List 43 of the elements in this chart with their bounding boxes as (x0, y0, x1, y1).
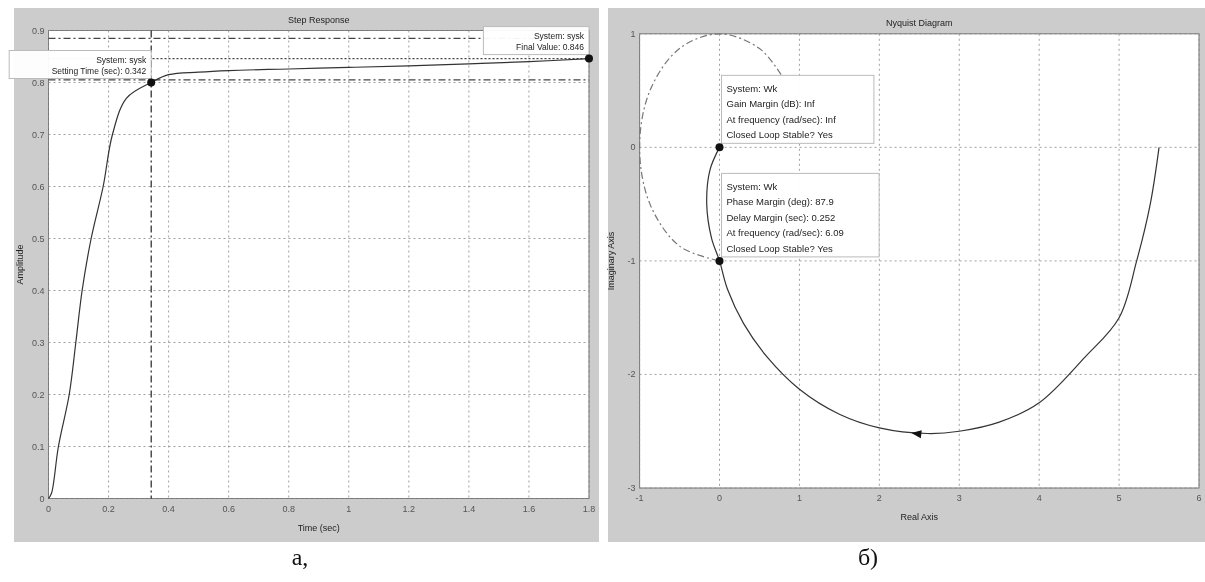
annotation: System: sysk Setting Time (sec): 0.342 (51, 54, 147, 76)
x-axis-title: Time (sec) (297, 522, 340, 533)
x-tick-label: 1.8 (582, 503, 596, 514)
x-tick-label: 1 (346, 503, 352, 514)
y-tick-label: 0 (630, 142, 636, 153)
chart-title: Step Response (287, 14, 350, 25)
x-tick-label: 0.6 (222, 503, 235, 514)
x-tick-label: 1.6 (522, 503, 536, 514)
x-tick-label: 2 (876, 493, 882, 503)
x-axis-title: Real Axis (900, 512, 939, 522)
x-tick-label: 0 (717, 493, 723, 503)
x-tick-label: 1 (796, 493, 802, 503)
x-tick-label: 0.2 (102, 503, 115, 514)
x-tick-label: 0.8 (282, 503, 295, 514)
annotation: System: Wk Phase Margin (deg): 87.9 Delay Margin (sec): 0.252 At frequency (rad/sec): 6.09 Closed Loop Stable? Yes (726, 180, 844, 254)
annotation: System: Wk Gain Margin (dB): Inf At frequency (rad/sec): Inf Closed Loop Stable? Yes (726, 82, 837, 141)
text: а, (291, 544, 309, 570)
chart-title: Nyquist Diagram (886, 17, 953, 28)
y-axis-title: Amplitude (14, 244, 25, 285)
y-tick-label: 0.7 (31, 129, 45, 140)
x-tick-label: 4 (1036, 493, 1042, 503)
y-tick-label: -1 (627, 255, 636, 266)
x-tick-label: 0.4 (162, 503, 175, 514)
y-tick-label: -3 (627, 483, 636, 493)
annotation: System: sysk Final Value: 0.846 (516, 30, 585, 52)
y-tick-label: 0.9 (31, 25, 45, 36)
y-tick-label: -2 (627, 369, 636, 380)
x-tick-label: 3 (956, 493, 962, 503)
y-tick-label: 0.4 (31, 285, 45, 296)
x-tick-label: 6 (1196, 493, 1202, 503)
y-tick-label: 0.6 (31, 181, 45, 192)
y-tick-label: 0.3 (31, 337, 45, 348)
text: б) (857, 544, 879, 570)
y-tick-label: 0.8 (31, 77, 45, 88)
y-tick-label: 0.1 (31, 441, 45, 452)
y-tick-label: 0.2 (31, 389, 45, 400)
y-tick-label: 1 (630, 28, 636, 39)
y-tick-label: 0.5 (31, 233, 45, 244)
y-axis-title: Imaginary Axis (605, 231, 616, 291)
x-tick-label: 5 (1116, 493, 1122, 503)
x-tick-label: 1.2 (402, 503, 416, 514)
x-tick-label: 0 (45, 503, 52, 514)
x-tick-label: 1.4 (462, 503, 476, 514)
